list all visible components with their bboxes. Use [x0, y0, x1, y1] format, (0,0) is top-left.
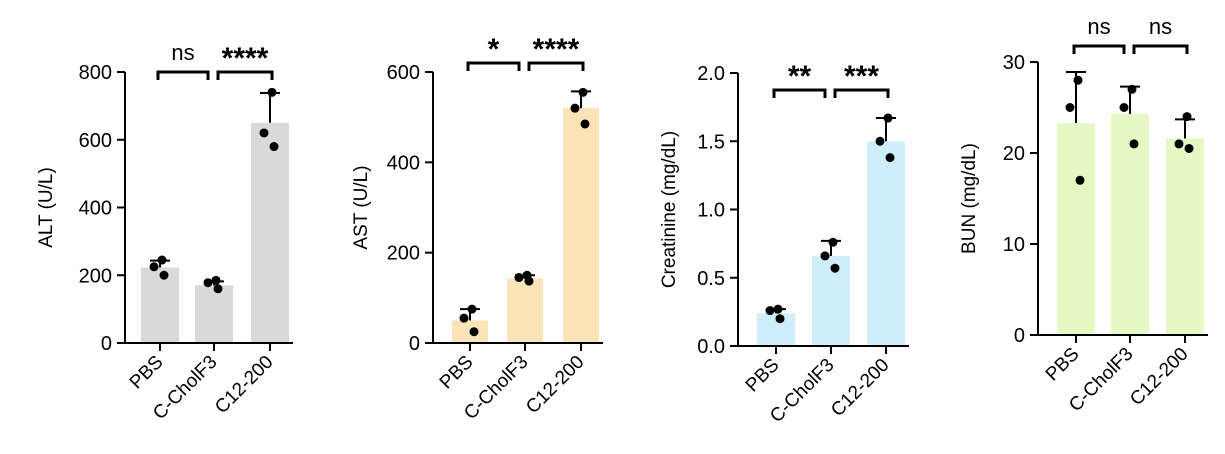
data-point [578, 87, 588, 97]
y-tick-label: 30 [1003, 52, 1025, 74]
y-tick-label: 20 [1003, 143, 1025, 165]
data-point [524, 276, 534, 286]
significance-label: ns [171, 40, 194, 65]
bar [195, 285, 233, 343]
data-point [211, 275, 221, 285]
significance-bracket [1132, 44, 1189, 54]
x-tick-label: PBS [1042, 344, 1084, 386]
significance-label: ns [1087, 14, 1110, 39]
data-point [875, 136, 885, 146]
y-tick-label: 2.0 [697, 63, 725, 85]
data-point [1075, 175, 1085, 185]
significance-bracket [156, 70, 210, 80]
y-tick-label: 600 [79, 130, 112, 152]
bar [507, 278, 543, 343]
data-point [157, 255, 167, 265]
y-tick-label: 0 [101, 333, 112, 355]
y-tick-label: 200 [387, 243, 420, 265]
y-axis-label: AST (U/L) [351, 165, 372, 249]
y-tick-label: 0.0 [697, 336, 725, 358]
y-tick-label: 400 [387, 152, 420, 174]
significance-bracket [1072, 44, 1126, 54]
data-point [213, 284, 223, 294]
data-point [885, 153, 895, 163]
significance-label: ** [788, 60, 812, 93]
data-point [1184, 143, 1194, 153]
data-point [469, 327, 479, 337]
bar [1111, 113, 1149, 336]
x-tick-label: C12-200 [211, 352, 277, 418]
data-point [570, 103, 580, 113]
x-tick-label: C12-200 [827, 355, 893, 421]
y-tick-label: 1.5 [697, 131, 725, 153]
bar [1166, 138, 1204, 335]
chart-panel: 0.00.51.01.52.0PBSC-CholF3C12-200Creatin… [659, 60, 909, 427]
significance-bracket [466, 61, 521, 71]
data-point [459, 313, 469, 323]
data-point [514, 273, 524, 283]
x-tick-label: C12-200 [522, 352, 588, 418]
data-point [1182, 112, 1192, 122]
data-point [765, 306, 775, 316]
x-tick-label: PBS [126, 352, 168, 394]
data-point [820, 251, 830, 261]
data-point [1119, 103, 1129, 112]
bar [1057, 122, 1095, 335]
significance-bracket [772, 88, 827, 98]
data-point [773, 304, 783, 314]
bar [141, 267, 179, 343]
x-tick-label: C12-200 [1126, 344, 1192, 410]
y-tick-label: 800 [79, 62, 112, 84]
bar [251, 122, 289, 343]
data-point [1127, 84, 1137, 94]
data-point [259, 128, 269, 138]
significance-bracket [527, 61, 585, 71]
data-point [149, 262, 159, 272]
significance-label: **** [533, 33, 580, 66]
bar [563, 108, 599, 343]
y-tick-label: 200 [79, 265, 112, 287]
y-axis-label: ALT (U/L) [36, 167, 57, 248]
data-point [1065, 103, 1075, 112]
data-point [267, 87, 277, 97]
significance-bracket [216, 70, 274, 80]
data-point [467, 304, 477, 314]
y-tick-label: 0.5 [697, 268, 725, 290]
y-axis-label: BUN (mg/dL) [959, 143, 980, 254]
data-point [580, 119, 590, 129]
y-tick-label: 600 [387, 62, 420, 84]
y-tick-label: 0 [409, 333, 420, 355]
y-tick-label: 1.0 [697, 200, 725, 222]
data-point [775, 314, 785, 324]
x-tick-label: PBS [436, 352, 478, 394]
data-point [830, 263, 840, 273]
x-tick-label: PBS [742, 355, 784, 397]
bar [867, 141, 905, 346]
data-point [1129, 139, 1139, 149]
significance-label: * [488, 33, 500, 66]
data-point [159, 270, 169, 280]
y-tick-label: 10 [1003, 234, 1025, 256]
significance-label: *** [844, 60, 879, 93]
bar [812, 255, 850, 346]
data-point [828, 237, 838, 247]
y-axis-label: Creatinine (mg/dL) [659, 131, 680, 288]
data-point [883, 113, 893, 123]
data-point [1073, 75, 1083, 85]
y-tick-label: 400 [79, 198, 112, 220]
data-point [203, 278, 213, 288]
y-tick-label: 0 [1014, 325, 1025, 347]
data-point [269, 142, 279, 152]
data-point [1174, 139, 1184, 149]
significance-label: **** [222, 42, 269, 75]
significance-label: ns [1149, 14, 1172, 39]
significance-bracket [833, 88, 890, 98]
